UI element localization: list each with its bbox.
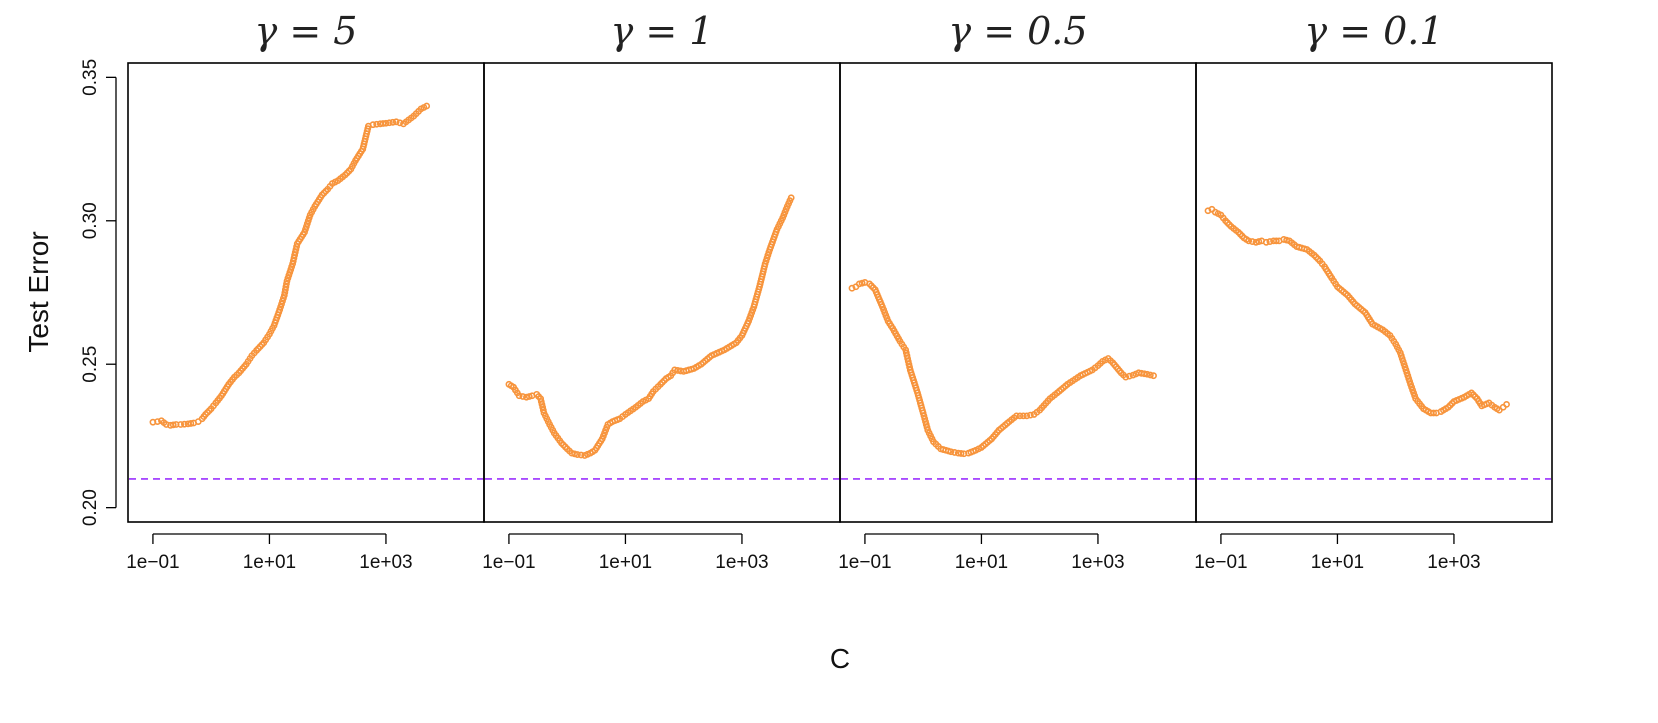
data-point-2-7-1	[537, 398, 545, 405]
data-point-1-42	[369, 121, 377, 129]
data-point-1-28-4	[291, 248, 299, 256]
data-point-1-28-2	[290, 254, 298, 262]
data-point-1-28-1	[289, 257, 297, 265]
panel-frame-3	[839, 62, 1197, 523]
data-point-3-27-2	[1019, 412, 1027, 420]
x-axis-title: C	[830, 643, 850, 674]
data-point-3-45	[1150, 372, 1157, 380]
y-tick-label-1: 0.20	[80, 489, 101, 526]
data-point-2-3-1	[519, 393, 527, 400]
data-point-2-7-4	[539, 406, 547, 414]
data-point-1-7-1	[180, 420, 188, 428]
x-tick-label-3-2: 1e+01	[955, 552, 1008, 573]
y-tick-label-4: 0.35	[80, 59, 101, 96]
panel-title-2: γ = 1	[611, 9, 714, 53]
y-tick-label-2: 0.25	[80, 346, 101, 383]
data-point-3-11-4	[904, 357, 912, 365]
data-point-4-49	[1503, 400, 1510, 408]
data-point-1-8-1	[187, 420, 195, 427]
data-point-3-14-3	[922, 418, 929, 425]
data-point-3-11-2	[903, 352, 911, 360]
x-tick-label-2-3: 1e+03	[715, 552, 768, 573]
data-point-3-28	[1023, 412, 1031, 420]
data-point-3-11-3	[904, 355, 912, 362]
data-point-3-14-2	[921, 415, 929, 423]
x-tick-label-3-1: 1e−01	[838, 552, 891, 573]
data-point-2-30	[671, 366, 679, 374]
data-point-3-14-1	[920, 412, 928, 420]
data-point-4-12	[1262, 238, 1270, 246]
data-point-3-19-1	[957, 450, 965, 457]
x-tick-label-3-3: 1e+03	[1071, 552, 1124, 573]
data-point-3-11-1	[902, 349, 910, 357]
data-point-1-28-3	[291, 251, 298, 259]
data-point-2-14	[574, 451, 581, 458]
data-point-4-12-1	[1266, 238, 1274, 245]
data-point-3-11	[902, 346, 910, 354]
x-tick-label-4-1: 1e−01	[1194, 552, 1247, 573]
panel-frame-4	[1195, 62, 1553, 523]
data-point-3-44-1	[1146, 371, 1154, 379]
data-point-3-27-1	[1016, 412, 1024, 420]
x-tick-label-4-2: 1e+01	[1311, 552, 1364, 573]
data-point-4-13-1	[1272, 237, 1280, 245]
data-point-1-45	[392, 118, 400, 126]
data-point-1-7	[177, 421, 185, 428]
data-point-3-27	[1013, 412, 1020, 420]
data-point-3-14-4	[922, 421, 930, 428]
data-point-3-41	[1122, 373, 1130, 381]
data-point-1-44	[382, 119, 390, 127]
data-point-3-18-1	[951, 449, 959, 456]
panel-frame-1	[127, 62, 485, 523]
data-point-2-7-2	[538, 400, 546, 408]
data-point-1-44-2	[389, 118, 397, 126]
data-point-1-4	[162, 421, 170, 428]
panel-frame-2	[483, 62, 841, 523]
panel-title-4: γ = 0.1	[1304, 9, 1443, 53]
data-point-2-7-3	[539, 403, 547, 411]
x-tick-label-2-2: 1e+01	[599, 552, 652, 573]
x-tick-label-1-1: 1e−01	[126, 552, 179, 573]
data-point-3-41-1	[1125, 372, 1133, 380]
data-point-1-28	[289, 260, 297, 268]
data-point-2-46	[787, 194, 795, 202]
panel-title-1: γ = 5	[255, 9, 358, 53]
data-point-1-43-1	[379, 120, 387, 127]
data-point-3-11-5	[905, 360, 913, 368]
data-point-1-2	[154, 418, 161, 425]
panel-title-3: γ = 0.5	[948, 9, 1087, 53]
data-point-3-18	[947, 448, 955, 456]
x-tick-label-1-2: 1e+01	[243, 552, 296, 573]
x-tick-label-1-3: 1e+03	[359, 552, 412, 573]
x-tick-label-4-3: 1e+03	[1427, 552, 1480, 573]
y-axis-title: Test Error	[23, 231, 54, 352]
data-point-2-3	[515, 392, 523, 400]
data-point-1-49	[423, 102, 431, 110]
data-point-3-28-1	[1027, 411, 1034, 419]
data-point-1-28-5	[292, 246, 300, 253]
data-point-1-5-1	[169, 421, 177, 429]
data-point-3-44	[1143, 370, 1151, 378]
data-point-2-30-1	[674, 367, 682, 374]
data-point-4-36-1	[1430, 409, 1437, 417]
data-point-4-9-1	[1248, 238, 1256, 245]
data-point-2-14-1	[577, 451, 585, 459]
data-point-1-42-1	[373, 120, 381, 128]
data-point-3-43-2	[1140, 370, 1148, 378]
data-point-2-7	[537, 395, 545, 403]
data-point-1-26-4	[283, 280, 290, 288]
y-tick-label-3: 0.30	[80, 202, 101, 239]
data-point-1-45-1	[396, 119, 404, 127]
data-point-3-14-5	[923, 423, 931, 431]
data-point-1-44-1	[385, 119, 393, 127]
data-point-3-14	[919, 409, 927, 417]
data-point-4-9	[1245, 237, 1253, 245]
x-tick-label-2-1: 1e−01	[482, 552, 535, 573]
